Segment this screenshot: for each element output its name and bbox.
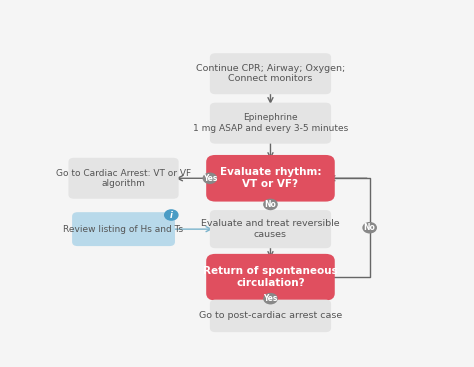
Text: Continue CPR; Airway; Oxygen;
Connect monitors: Continue CPR; Airway; Oxygen; Connect mo…: [196, 64, 345, 83]
FancyBboxPatch shape: [72, 212, 175, 246]
Text: i: i: [170, 211, 173, 219]
Circle shape: [164, 210, 178, 220]
FancyBboxPatch shape: [210, 210, 331, 248]
FancyBboxPatch shape: [210, 53, 331, 94]
Text: Yes: Yes: [203, 174, 217, 183]
Text: Go to post-cardiac arrest case: Go to post-cardiac arrest case: [199, 311, 342, 320]
Circle shape: [363, 223, 376, 233]
Text: Return of spontaneous
circulation?: Return of spontaneous circulation?: [203, 266, 338, 288]
Text: Epinephrine
1 mg ASAP and every 3-5 minutes: Epinephrine 1 mg ASAP and every 3-5 minu…: [193, 113, 348, 133]
Text: No: No: [364, 223, 375, 232]
Text: No: No: [264, 200, 276, 209]
Circle shape: [264, 199, 277, 210]
Circle shape: [203, 173, 217, 184]
FancyBboxPatch shape: [210, 103, 331, 143]
FancyBboxPatch shape: [206, 155, 335, 201]
Text: Go to Cardiac Arrest: VT or VF
algorithm: Go to Cardiac Arrest: VT or VF algorithm: [56, 168, 191, 188]
Text: Yes: Yes: [263, 294, 278, 303]
Text: Evaluate rhythm:
VT or VF?: Evaluate rhythm: VT or VF?: [220, 167, 321, 189]
Circle shape: [264, 294, 277, 304]
FancyBboxPatch shape: [68, 158, 179, 199]
Text: Evaluate and treat reversible
causes: Evaluate and treat reversible causes: [201, 219, 340, 239]
FancyBboxPatch shape: [206, 254, 335, 301]
Text: Review listing of Hs and Ts: Review listing of Hs and Ts: [64, 225, 183, 234]
FancyBboxPatch shape: [210, 299, 331, 332]
